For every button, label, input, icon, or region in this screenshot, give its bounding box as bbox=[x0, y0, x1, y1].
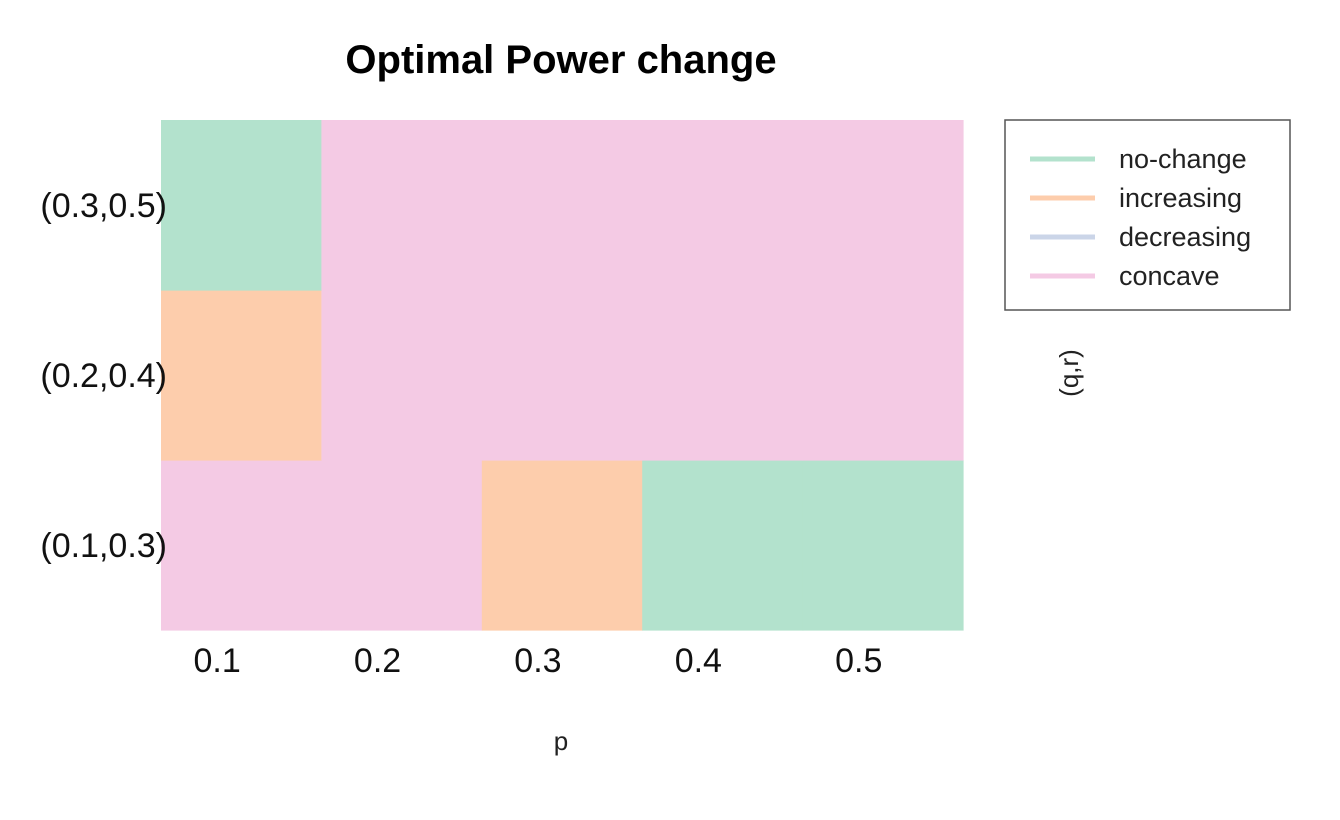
heatmap-cell-0.3-(0.2,0.4) bbox=[481, 290, 643, 461]
legend-entries: no-change increasing decreasing concave bbox=[1030, 144, 1251, 291]
heatmap-cell-0.2-(0.2,0.4) bbox=[321, 290, 483, 461]
heatmap-cell-0.1-(0.3,0.5) bbox=[161, 120, 322, 291]
legend-label-concave: concave bbox=[1119, 261, 1220, 291]
heatmap-cell-0.1-(0.2,0.4) bbox=[161, 290, 322, 461]
legend-label-no-change: no-change bbox=[1119, 144, 1247, 174]
y-tick-label: (0.2,0.4) bbox=[40, 357, 167, 395]
heatmap-cells bbox=[161, 120, 964, 631]
legend: no-change increasing decreasing concave bbox=[1004, 119, 1291, 311]
legend-label-increasing: increasing bbox=[1119, 183, 1242, 213]
heatmap-cell-0.4-(0.3,0.5) bbox=[642, 120, 804, 291]
heatmap-cell-0.4-(0.1,0.3) bbox=[642, 460, 804, 631]
heatmap-cell-0.5-(0.1,0.3) bbox=[802, 460, 964, 631]
x-tick-label: 0.1 bbox=[194, 642, 241, 680]
x-tick-label: 0.5 bbox=[835, 642, 882, 680]
y-axis-ticks: (0.1,0.3) (0.2,0.4) (0.3,0.5) bbox=[40, 187, 167, 565]
heatmap-cell-0.5-(0.3,0.5) bbox=[802, 120, 964, 291]
x-tick-label: 0.4 bbox=[675, 642, 722, 680]
y-tick-label: (0.1,0.3) bbox=[40, 527, 167, 565]
y-axis-label: (q,r) bbox=[1054, 349, 1084, 397]
x-tick-label: 0.3 bbox=[514, 642, 561, 680]
heatmap-cell-0.5-(0.2,0.4) bbox=[802, 290, 964, 461]
heatmap-cell-0.2-(0.1,0.3) bbox=[321, 460, 483, 631]
x-axis-label: p bbox=[554, 726, 568, 756]
heatmap-cell-0.3-(0.3,0.5) bbox=[481, 120, 643, 291]
heatmap-cell-0.4-(0.2,0.4) bbox=[642, 290, 804, 461]
heatmap-cell-0.1-(0.1,0.3) bbox=[161, 460, 322, 631]
heatmap-cell-0.3-(0.1,0.3) bbox=[481, 460, 643, 631]
heatmap-cell-0.2-(0.3,0.5) bbox=[321, 120, 483, 291]
y-tick-label: (0.3,0.5) bbox=[40, 187, 167, 225]
chart-title: Optimal Power change bbox=[345, 38, 776, 82]
legend-label-decreasing: decreasing bbox=[1119, 222, 1251, 252]
x-axis-ticks: 0.1 0.2 0.3 0.4 0.5 bbox=[194, 642, 883, 680]
x-tick-label: 0.2 bbox=[354, 642, 401, 680]
